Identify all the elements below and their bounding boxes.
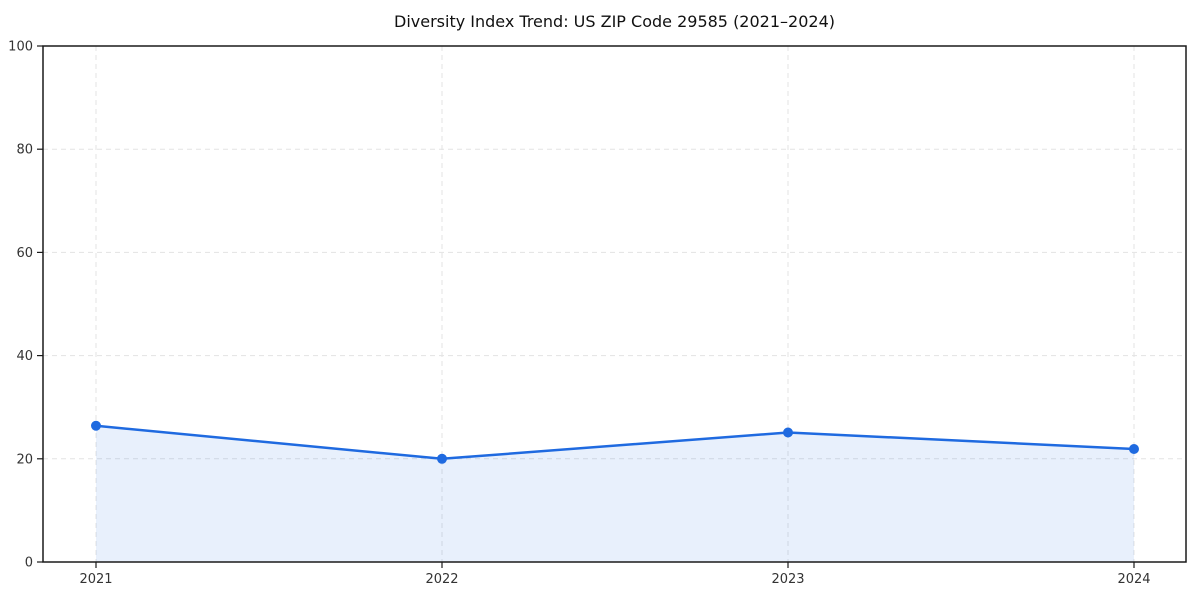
plot-border	[42, 45, 1187, 563]
y-tick-label: 80	[16, 143, 33, 158]
chart-title: Diversity Index Trend: US ZIP Code 29585…	[394, 12, 835, 31]
y-tick-label: 0	[25, 556, 33, 571]
data-point-marker	[91, 420, 101, 431]
data-point-marker	[437, 453, 447, 464]
y-tick-label: 100	[8, 40, 33, 55]
x-tick-label: 2022	[425, 572, 458, 587]
y-tick-label: 60	[16, 246, 33, 261]
y-tick-label: 40	[16, 349, 33, 364]
data-point-marker	[783, 427, 793, 438]
x-tick-label: 2023	[771, 572, 804, 587]
series-line	[94, 424, 1136, 461]
x-tick-label: 2024	[1117, 572, 1150, 587]
y-tick-label: 20	[16, 452, 33, 467]
x-tick-label: 2021	[79, 572, 112, 587]
data-point-marker	[1129, 443, 1139, 454]
series-area-fill	[96, 425, 1134, 562]
